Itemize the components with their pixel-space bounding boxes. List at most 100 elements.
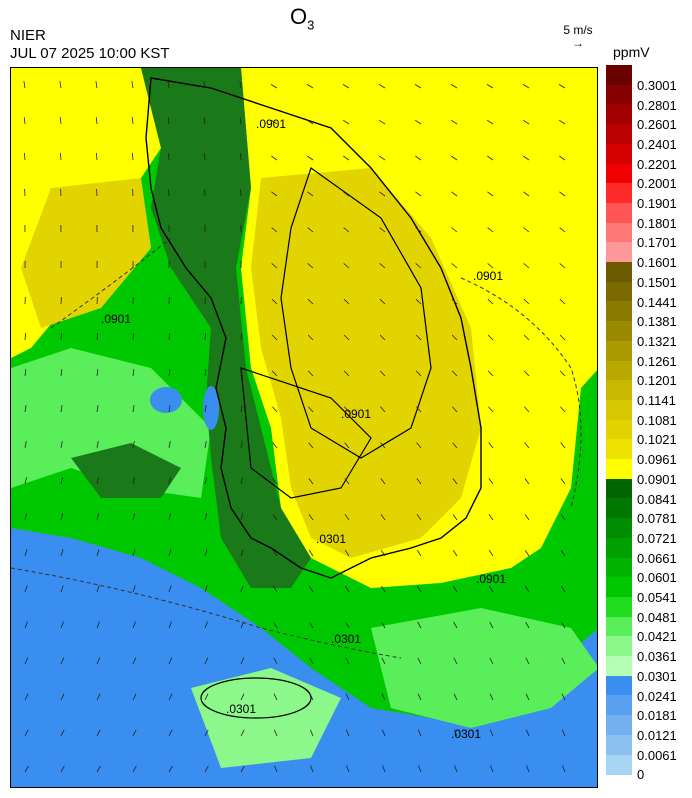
wind-arrow-icon: [450, 119, 458, 125]
wind-arrow-icon: [559, 155, 566, 161]
wind-arrow-icon: [345, 621, 350, 629]
jeju-coastline: [200, 677, 312, 719]
wind-arrow-icon: [522, 119, 530, 125]
colorbar-swatch: [606, 419, 632, 440]
wind-arrow-icon: [168, 765, 173, 773]
colorbar-tick-label: 0.0241: [637, 688, 677, 704]
ozone-map: .0901 .0901 .0901 .0901 .0901 .0301 .030…: [10, 67, 598, 788]
wind-arrow-icon: [380, 549, 386, 557]
wind-arrow-icon: [96, 405, 99, 413]
colorbar-swatch: [606, 498, 632, 519]
wind-arrow-icon: [524, 442, 530, 449]
wind-arrow-icon: [379, 191, 386, 197]
wind-arrow-icon: [523, 298, 530, 305]
contour-label: .0301: [451, 727, 481, 741]
wind-arrow-icon: [204, 477, 207, 485]
colorbar-tick-label: 0.1261: [637, 353, 677, 369]
wind-arrow-icon: [272, 549, 278, 557]
wind-arrow-icon: [132, 441, 135, 449]
wind-arrow-icon: [306, 119, 314, 125]
wind-arrow-icon: [561, 585, 566, 593]
wind-arrow-icon: [525, 693, 530, 701]
wind-arrow-icon: [453, 621, 458, 629]
wind-arrow-icon: [60, 549, 64, 557]
wind-arrow-icon: [60, 441, 63, 449]
wind-arrow-icon: [451, 191, 458, 197]
wind-arrow-icon: [381, 693, 386, 701]
wind-arrow-icon: [168, 369, 171, 377]
wind-arrow-icon: [379, 263, 386, 269]
wind-reference-speed: 5 m/s: [563, 23, 593, 37]
contour-label: .0901: [341, 407, 371, 421]
wind-arrow-icon: [60, 152, 62, 161]
wind-arrow-icon: [345, 585, 350, 593]
wind-arrow-icon: [240, 477, 243, 485]
colorbar-swatch: [606, 222, 632, 243]
contour-label: .0901: [476, 572, 506, 586]
wind-arrow-icon: [96, 657, 101, 665]
wind-arrow-icon: [204, 585, 208, 593]
wind-arrow-icon: [418, 765, 422, 773]
wind-arrow-icon: [343, 191, 350, 197]
wind-arrow-icon: [489, 585, 494, 593]
wind-arrow-icon: [272, 478, 278, 485]
colorbar-tick-label: 0.2001: [637, 176, 677, 192]
wind-arrow-icon: [487, 298, 494, 305]
olive-area-northwest: [21, 178, 151, 328]
wind-arrow-icon: [379, 155, 386, 161]
wind-arrow-icon: [96, 369, 99, 377]
colorbar-swatch: [606, 242, 632, 263]
wind-arrow-icon: [168, 477, 171, 485]
wind-arrow-icon: [204, 621, 208, 629]
wind-arrow-icon: [344, 442, 350, 449]
wind-arrow-icon: [488, 514, 494, 521]
wind-arrow-icon: [96, 765, 101, 773]
title-subscript: 3: [307, 17, 315, 33]
colorbar-swatch: [606, 616, 632, 637]
wind-arrow-icon: [524, 406, 530, 413]
wind-arrow-icon: [204, 765, 209, 773]
colorbar-swatch: [606, 321, 632, 342]
wind-arrow-icon: [132, 152, 134, 161]
wind-arrow-icon: [96, 621, 100, 629]
contour-label: .0301: [226, 702, 256, 716]
contour-line: [11, 567, 402, 659]
wind-arrow-icon: [346, 765, 350, 773]
wind-arrow-icon: [240, 369, 243, 377]
wind-arrow-icon: [344, 478, 350, 485]
colorbar-tick-label: 0.0121: [637, 727, 677, 743]
wind-arrow-icon: [416, 442, 422, 449]
colorbar-swatch: [606, 518, 632, 539]
wind-arrow-icon: [168, 441, 171, 449]
wind-arrow-icon: [487, 191, 494, 197]
wind-arrow-icon: [24, 477, 27, 485]
wind-arrow-icon: [309, 729, 314, 737]
wind-arrow-icon: [523, 227, 530, 233]
wind-arrow-icon: [344, 514, 350, 521]
wind-arrow-icon: [345, 729, 350, 737]
colorbar-tick-label: 0.1701: [637, 235, 677, 251]
wind-arrow-icon: [239, 117, 242, 125]
wind-arrow-icon: [59, 81, 62, 89]
wind-arrow-icon: [344, 549, 350, 557]
colorbar-tick-label: 0.0661: [637, 550, 677, 566]
wind-arrow-icon: [558, 84, 566, 89]
wind-arrow-icon: [60, 621, 64, 629]
wind-arrow-icon: [307, 227, 314, 233]
wind-arrow-icon: [60, 657, 65, 665]
wind-arrow-icon: [132, 332, 134, 341]
wind-arrow-icon: [271, 155, 278, 161]
colorbar-swatch: [606, 262, 632, 283]
wind-arrow-icon: [96, 729, 101, 737]
wind-arrow-icon: [379, 370, 386, 377]
wind-arrow-icon: [523, 155, 530, 161]
colorbar-swatch: [606, 360, 632, 381]
wind-arrow-icon: [167, 81, 170, 89]
wind-arrow-icon: [168, 152, 170, 161]
light-green-area-south: [371, 608, 597, 728]
wind-arrow-icon: [451, 298, 458, 305]
wind-arrow-icon: [307, 370, 314, 377]
wind-arrow-icon: [487, 334, 494, 341]
wind-arrow-icon: [24, 729, 29, 737]
wind-arrow-icon: [309, 585, 314, 593]
